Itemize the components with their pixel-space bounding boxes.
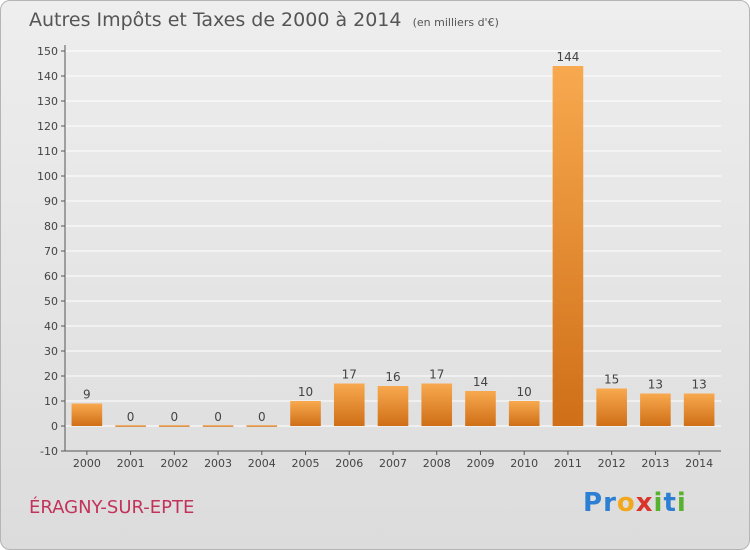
bar (508, 401, 540, 426)
bar (377, 386, 409, 426)
bar (640, 393, 671, 426)
logo-letter: x (635, 488, 654, 518)
bar-value-label: 0 (171, 410, 179, 424)
y-tick-label: 100 (37, 170, 58, 183)
y-tick-label: 0 (51, 420, 58, 433)
y-tick-label: 60 (44, 270, 58, 283)
bar (115, 425, 146, 427)
bar-value-label: 17 (342, 368, 357, 382)
x-tick-label: 2003 (204, 457, 232, 470)
bar (465, 391, 496, 426)
x-tick-label: 2014 (685, 457, 713, 470)
bar (202, 425, 234, 427)
bar-value-label: 10 (517, 385, 532, 399)
logo-letter: P (583, 488, 604, 518)
bar-value-label: 15 (604, 373, 619, 387)
x-tick-label: 2008 (423, 457, 451, 470)
y-tick-label: 40 (44, 320, 58, 333)
bar (596, 388, 627, 426)
bar-value-label: 14 (473, 375, 488, 389)
bar-value-label: 13 (648, 378, 663, 392)
bar (683, 393, 715, 426)
bar (159, 425, 190, 427)
bar-value-label: 0 (214, 410, 222, 424)
x-tick-label: 2013 (641, 457, 669, 470)
bar (552, 66, 584, 426)
y-tick-label: 80 (44, 220, 58, 233)
x-tick-label: 2010 (510, 457, 538, 470)
chart-title: Autres Impôts et Taxes de 2000 à 2014 (29, 9, 402, 31)
bar (71, 403, 103, 426)
x-tick-label: 2007 (379, 457, 407, 470)
bar-value-label: 144 (556, 50, 579, 64)
y-tick-label: 30 (44, 345, 58, 358)
bar-value-label: 0 (258, 410, 266, 424)
x-tick-label: 2002 (160, 457, 188, 470)
y-tick-label: 50 (44, 295, 58, 308)
proxiti-logo: Proxiti (583, 488, 687, 518)
bar-value-label: 17 (429, 368, 444, 382)
x-tick-label: 2011 (554, 457, 582, 470)
bar (290, 401, 321, 426)
y-tick-label: 130 (37, 95, 58, 108)
bar (421, 383, 453, 426)
bar-value-label: 10 (298, 385, 313, 399)
x-tick-label: 2006 (335, 457, 363, 470)
y-tick-label: 150 (37, 45, 58, 58)
y-tick-label: -10 (40, 445, 58, 458)
y-tick-label: 120 (37, 120, 58, 133)
bar-value-label: 13 (691, 378, 706, 392)
y-tick-label: 110 (37, 145, 58, 158)
x-tick-label: 2009 (466, 457, 494, 470)
x-tick-label: 2000 (73, 457, 101, 470)
bar-value-label: 9 (83, 388, 91, 402)
logo-letter: o (616, 488, 636, 518)
x-tick-label: 2005 (292, 457, 320, 470)
bar-value-label: 16 (385, 370, 400, 384)
place-name: ÉRAGNY-SUR-EPTE (29, 497, 195, 518)
x-tick-label: 2001 (117, 457, 145, 470)
y-tick-label: 90 (44, 195, 58, 208)
x-tick-label: 2012 (598, 457, 626, 470)
bar-value-label: 0 (127, 410, 135, 424)
chart-title-block: Autres Impôts et Taxes de 2000 à 2014 (e… (29, 9, 499, 31)
bar (333, 383, 365, 426)
chart-subtitle: (en milliers d'€) (412, 16, 499, 29)
logo-letter: r (603, 488, 617, 518)
y-tick-label: 20 (44, 370, 58, 383)
y-tick-label: 140 (37, 70, 58, 83)
logo-letter: t (663, 488, 677, 518)
y-tick-label: 10 (44, 395, 58, 408)
x-tick-label: 2004 (248, 457, 276, 470)
bar (246, 425, 278, 427)
y-tick-label: 70 (44, 245, 58, 258)
logo-letter: i (653, 488, 664, 518)
logo-letter: i (676, 488, 687, 518)
